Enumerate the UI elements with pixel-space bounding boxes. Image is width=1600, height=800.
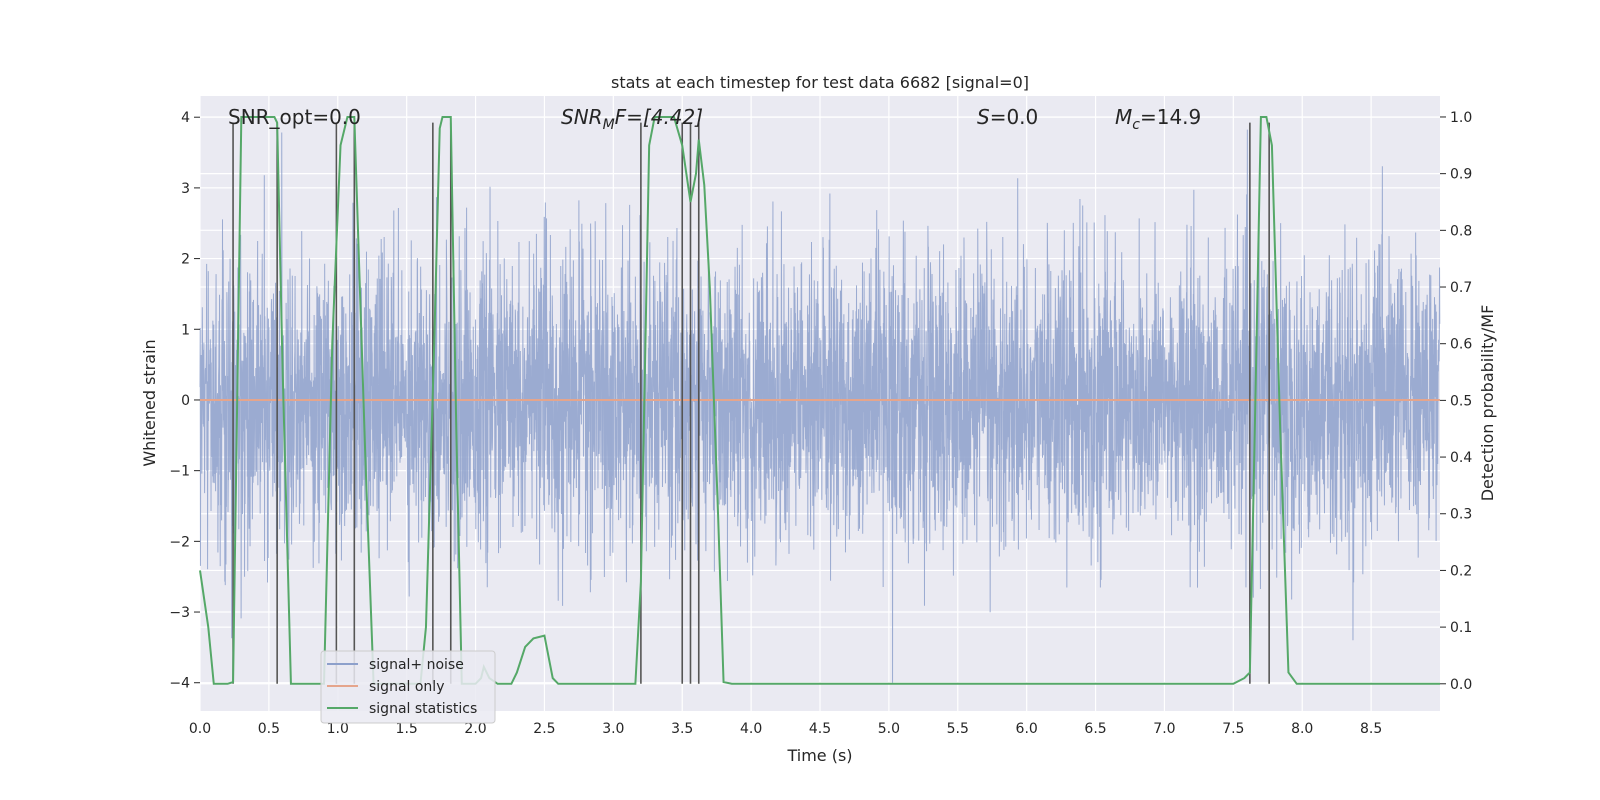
y2-tick-6: 0.4 [1450,450,1472,466]
snr-mf-symbol: SNR [561,105,603,129]
x-tick-11: 5.5 [947,721,969,737]
y2-tick-7: 0.3 [1450,507,1472,523]
series-signal-noise [199,129,1441,683]
x-tick-0: 0.0 [189,721,211,737]
y2-axis-label: Detection probability/MF [1478,305,1497,502]
y2-tick-8: 0.2 [1450,563,1472,579]
y-axis-label: Whitened strain [140,339,159,466]
x-tick-8: 4.0 [740,721,762,737]
y2-tick-2: 0.8 [1450,223,1472,239]
y-tick-5: −1 [169,464,190,480]
x-tick-3: 1.5 [396,721,418,737]
x-tick-12: 6.0 [1016,721,1038,737]
x-tick-2: 1.0 [327,721,349,737]
y-tick-8: −4 [169,676,190,692]
y2-tick-0: 1.0 [1450,110,1472,126]
s-rest: =0.0 [990,105,1039,129]
x-tick-6: 3.0 [602,721,624,737]
mc-subscript: c [1132,117,1140,133]
x-tick-9: 4.5 [809,721,831,737]
legend-label-signal-statistics: signal statistics [369,701,477,717]
y2-axis-ticks: 1.0 0.9 0.8 0.7 0.6 0.5 0.4 0.3 0.2 0.1 0.0 [1440,110,1472,693]
signal-statistics-line [199,115,1440,685]
signal-noise-line [199,129,1441,683]
x-tick-16: 8.0 [1291,721,1313,737]
y-tick-4: 0 [181,393,190,409]
annotation-mc: Mc=14.9 [1115,105,1201,133]
y-tick-7: −3 [169,605,190,621]
annotation-snr-opt: SNR_opt=0.0 [228,105,361,129]
y-tick-2: 2 [181,252,190,268]
x-tick-17: 8.5 [1360,721,1382,737]
x-tick-15: 7.5 [1222,721,1244,737]
legend: signal+ noise signal only signal statist… [320,650,496,724]
y2-tick-3: 0.7 [1450,280,1472,296]
x-tick-13: 6.5 [1084,721,1106,737]
annotation-snr-mf: SNRMF=[4.42] [561,105,703,133]
y2-tick-10: 0.0 [1450,677,1472,693]
series-signal-statistics [199,115,1440,685]
x-tick-14: 7.0 [1153,721,1175,737]
x-tick-5: 2.5 [533,721,555,737]
x-axis-label: Time (s) [786,746,852,765]
y-tick-3: 1 [181,322,190,338]
chart-title: stats at each timestep for test data 668… [611,73,1029,92]
y-axis-ticks: 4 3 2 1 0 −1 −2 −3 −4 [169,110,200,692]
legend-label-signal-only: signal only [369,679,444,695]
x-tick-7: 3.5 [671,721,693,737]
snr-mf-rest: F=[4.42] [615,105,703,129]
s-symbol: S [977,105,990,129]
y2-tick-1: 0.9 [1450,167,1472,183]
x-axis-ticks: 0.0 0.5 1.0 1.5 2.0 2.5 3.0 3.5 4.0 4.5 5.0 5.5 6.0 6… [189,721,1382,737]
mc-symbol: M [1115,105,1132,129]
legend-box [320,650,496,724]
y2-tick-9: 0.1 [1450,620,1472,636]
x-tick-4: 2.0 [464,721,486,737]
legend-label-signal-noise: signal+ noise [369,657,464,673]
y2-tick-5: 0.5 [1450,393,1472,409]
y-tick-6: −2 [169,534,190,550]
y-tick-0: 4 [181,110,190,126]
x-tick-1: 0.5 [258,721,280,737]
y-tick-1: 3 [181,181,190,197]
x-tick-10: 5.0 [878,721,900,737]
mc-rest: =14.9 [1140,105,1201,129]
y2-tick-4: 0.6 [1450,337,1472,353]
annotation-s: S=0.0 [977,105,1038,129]
snr-mf-subscript: M [603,117,615,133]
